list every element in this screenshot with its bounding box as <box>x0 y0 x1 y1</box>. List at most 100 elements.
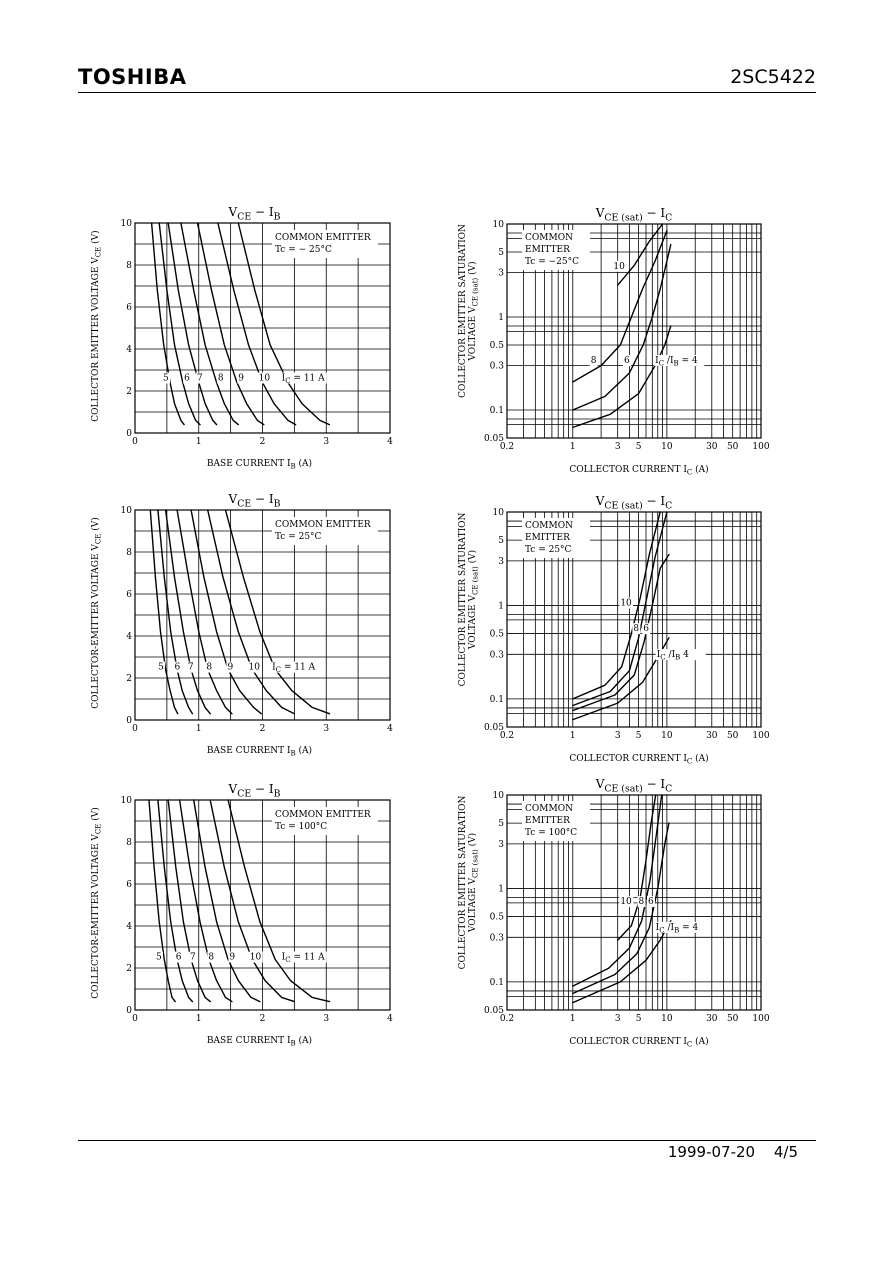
curve-label: 6 <box>648 897 654 907</box>
annotation-bg <box>272 807 378 835</box>
series-curve-6 <box>572 822 670 995</box>
x-tick-label: 4 <box>387 1014 393 1024</box>
series-curve-10 <box>572 511 661 700</box>
chart-title: VCE − IB <box>228 492 281 509</box>
curve-label: 6 <box>176 953 182 963</box>
x-tick-label: 1 <box>570 731 576 741</box>
x-tick-label: 3 <box>615 731 621 741</box>
chart-vcesat-ic-m25: 0.2 1 3 5 10 30 50 100 0.05 0.1 0.3 0.5 1 3 5 10 VCE (sa… <box>458 206 770 477</box>
x-axis-label: COLLECTOR CURRENT IC (A) <box>569 753 708 766</box>
annotation-bg <box>522 801 590 841</box>
y-tick-label: 0.05 <box>484 1006 504 1016</box>
series-curve-8 <box>176 509 233 715</box>
annotation-bg <box>522 518 590 558</box>
y-tick-label: 10 <box>493 791 505 801</box>
curve-label: 10 <box>613 262 625 272</box>
y-tick-label: 10 <box>121 796 133 806</box>
curve-label-bg <box>195 372 204 384</box>
footer-date: 1999-07-20 <box>667 1143 756 1161</box>
x-tick-label: 1 <box>570 442 576 452</box>
curve-label-bg <box>619 896 634 908</box>
curve-label-bg <box>632 623 641 635</box>
y-tick-label: 0.5 <box>490 630 505 640</box>
x-tick-label: 0 <box>132 1014 138 1024</box>
curve-label: 8 <box>206 663 212 673</box>
y-tick-label: 3 <box>498 557 504 567</box>
x-tick-label: 100 <box>752 442 769 452</box>
curve-label-bg <box>247 661 262 673</box>
x-axis-label: COLLECTOR CURRENT IC (A) <box>569 464 708 477</box>
curve-label-bg <box>589 355 598 367</box>
annotation-text: COMMON EMITTER <box>275 233 371 243</box>
curve-label: IC /IB = 4 <box>655 356 698 368</box>
curve-label: 10 <box>620 897 632 907</box>
y-tick-label: 0.5 <box>490 341 505 351</box>
x-tick-label: 1 <box>196 437 202 447</box>
chart-title: VCE (sat) − IC <box>595 206 673 223</box>
series-curve-6 <box>157 799 194 1003</box>
curve-label-bg <box>637 896 646 908</box>
y-tick-label: 3 <box>498 840 504 850</box>
x-tick-label: 2 <box>260 724 266 734</box>
x-axis-label: COLLECTOR CURRENT IC (A) <box>569 1036 708 1049</box>
curve-label: 9 <box>227 663 233 673</box>
series-curve-4 <box>572 920 672 1004</box>
y-tick-label: 0 <box>126 429 132 439</box>
annotation-text: Tc = 100°C <box>275 822 327 832</box>
annotation-text: COMMON EMITTER <box>275 520 371 530</box>
curve-label-bg <box>280 372 327 384</box>
curve-label-bg <box>183 372 192 384</box>
x-tick-label: 0.2 <box>500 731 514 741</box>
plot-frame <box>134 222 391 434</box>
curve-label-bg <box>271 661 318 673</box>
x-tick-label: 50 <box>727 1014 739 1024</box>
y-tick-label: 4 <box>126 922 132 932</box>
curve-label-bg <box>226 661 235 673</box>
x-tick-label: 0.2 <box>500 442 514 452</box>
y-tick-label: 5 <box>498 536 504 546</box>
x-tick-label: 10 <box>661 442 673 452</box>
y-tick-label: 3 <box>498 269 504 279</box>
x-tick-label: 0 <box>132 437 138 447</box>
annotation-text: EMITTER <box>525 245 570 255</box>
y-tick-label: 10 <box>493 220 505 230</box>
series-curve-5 <box>149 509 179 715</box>
x-tick-label: 5 <box>636 731 642 741</box>
curve-label-bg <box>155 951 164 963</box>
chart-title: VCE − IB <box>228 782 281 799</box>
curve-label-bg <box>216 372 225 384</box>
series-curve-6 <box>157 509 194 715</box>
y-tick-label: 0.05 <box>484 723 504 733</box>
x-axis-label: BASE CURRENT IB (A) <box>207 1035 312 1048</box>
curve-label: 8 <box>591 356 597 366</box>
curve-label: IC = 11 A <box>282 374 326 386</box>
x-tick-label: 30 <box>706 731 718 741</box>
x-tick-label: 1 <box>196 1014 202 1024</box>
curve-label: 8 <box>633 624 639 634</box>
curve-label: 6 <box>643 624 649 634</box>
x-tick-label: 1 <box>570 1014 576 1024</box>
y-tick-label: 10 <box>121 219 133 229</box>
x-tick-label: 5 <box>636 442 642 452</box>
curve-label: 8 <box>639 897 645 907</box>
x-axis-label: BASE CURRENT IB (A) <box>207 458 312 471</box>
curve-label: 5 <box>163 374 169 384</box>
annotation-text: Tc = 25°C <box>275 532 322 542</box>
y-tick-label: 2 <box>126 674 132 684</box>
curve-label-bg <box>205 661 214 673</box>
y-tick-label: 2 <box>126 964 132 974</box>
curve-label-bg <box>654 921 705 933</box>
part-number: 2SC5422 <box>730 66 816 88</box>
annotation-text: EMITTER <box>525 533 570 543</box>
curve-label-bg <box>186 661 195 673</box>
curve-label-bg <box>188 951 197 963</box>
y-tick-label: 8 <box>126 261 132 271</box>
series-curve-8 <box>572 511 668 707</box>
y-tick-label: 0.3 <box>490 933 505 943</box>
x-tick-label: 100 <box>752 1014 769 1024</box>
x-tick-label: 4 <box>387 437 393 447</box>
series-curve-4 <box>572 325 672 429</box>
y-axis-label: COLLECTOR EMITTER VOLTAGE VCE (V) <box>90 230 103 421</box>
curve-label: 10 <box>248 663 260 673</box>
